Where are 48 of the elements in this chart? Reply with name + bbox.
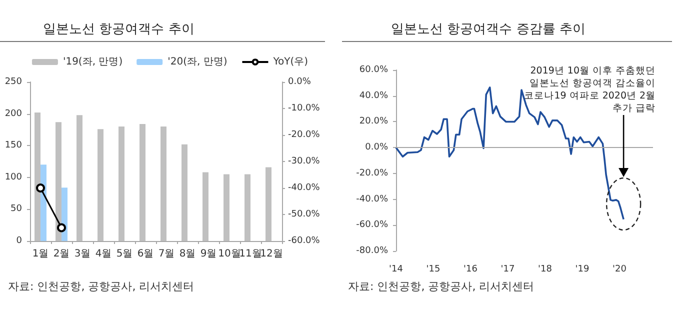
x-tick-label: 9월 xyxy=(200,248,217,260)
y-tick-label: 200 xyxy=(4,108,22,119)
y-tick-label: 0 xyxy=(16,236,22,246)
y-tick-label: -40.0% xyxy=(356,194,388,204)
x-tick-label: '15 xyxy=(426,264,440,274)
y2-tick-label: -30.0% xyxy=(288,156,320,166)
x-tick-label: 7월 xyxy=(158,248,175,260)
x-tick-label: '14 xyxy=(389,264,404,274)
x-tick-label: 10월 xyxy=(218,248,241,260)
x-tick-label: 11월 xyxy=(239,248,262,260)
y-tick-label: 60.0% xyxy=(359,65,388,75)
y-tick-label: 50 xyxy=(10,204,22,214)
y2-tick-label: -10.0% xyxy=(288,104,320,114)
x-tick-label: '18 xyxy=(538,264,552,274)
x-tick-label: '16 xyxy=(464,264,478,274)
y-tick-label: 100 xyxy=(4,172,22,182)
y2-tick-label: -20.0% xyxy=(288,130,320,140)
y-tick-label: -60.0% xyxy=(356,220,388,230)
x-tick-label: 4월 xyxy=(95,248,112,260)
y-tick-label: 0.0% xyxy=(365,142,388,153)
x-tick-label: '17 xyxy=(500,264,515,274)
x-tick-label: 6월 xyxy=(137,248,154,260)
x-tick-label: 5월 xyxy=(116,248,133,260)
text: 자료: 인천공항, 공항공사, 리서치센터 xyxy=(348,280,534,293)
x-tick-label: 3월 xyxy=(74,248,91,260)
y2-tick-label: -40.0% xyxy=(288,183,320,193)
chart-title: 일본노선 항공여객수 추이 xyxy=(43,22,194,37)
legend-label: YoY(우) xyxy=(272,56,308,68)
legend-label: '19(좌, 만명) xyxy=(62,56,123,68)
y-tick-label: -20.0% xyxy=(356,168,388,178)
chart-title: 일본노선 항공여객수 증감률 추이 xyxy=(391,22,586,37)
annotation: 2019년 10월 이후 주춤했던 일본노선 항공여객 감소율이 코로나19 여파로 2020년 2월 추가 급락 xyxy=(524,66,656,114)
y-tick-label: -80.0% xyxy=(356,246,388,256)
y-tick-label: 20.0% xyxy=(359,116,388,127)
x-tick-label: 1월 xyxy=(32,248,49,260)
x-tick-label: '19 xyxy=(575,264,590,274)
x-tick-label: '20 xyxy=(612,264,627,274)
x-tick-label: 12월 xyxy=(260,248,283,260)
legend-label: '20(좌, 만명) xyxy=(168,56,228,68)
y2-tick-label: -60.0% xyxy=(288,236,320,246)
x-tick-label: 8월 xyxy=(179,248,196,260)
text: 자료: 인천공항, 공항공사, 리서치센터 xyxy=(8,280,194,293)
y-tick-label: 250 xyxy=(4,77,22,87)
y2-tick-label: 0.0% xyxy=(288,77,312,87)
y-tick-label: 40.0% xyxy=(359,90,388,101)
y-tick-label: 150 xyxy=(4,140,22,151)
y2-tick-label: -50.0% xyxy=(288,210,320,220)
x-tick-label: 2월 xyxy=(53,248,70,260)
